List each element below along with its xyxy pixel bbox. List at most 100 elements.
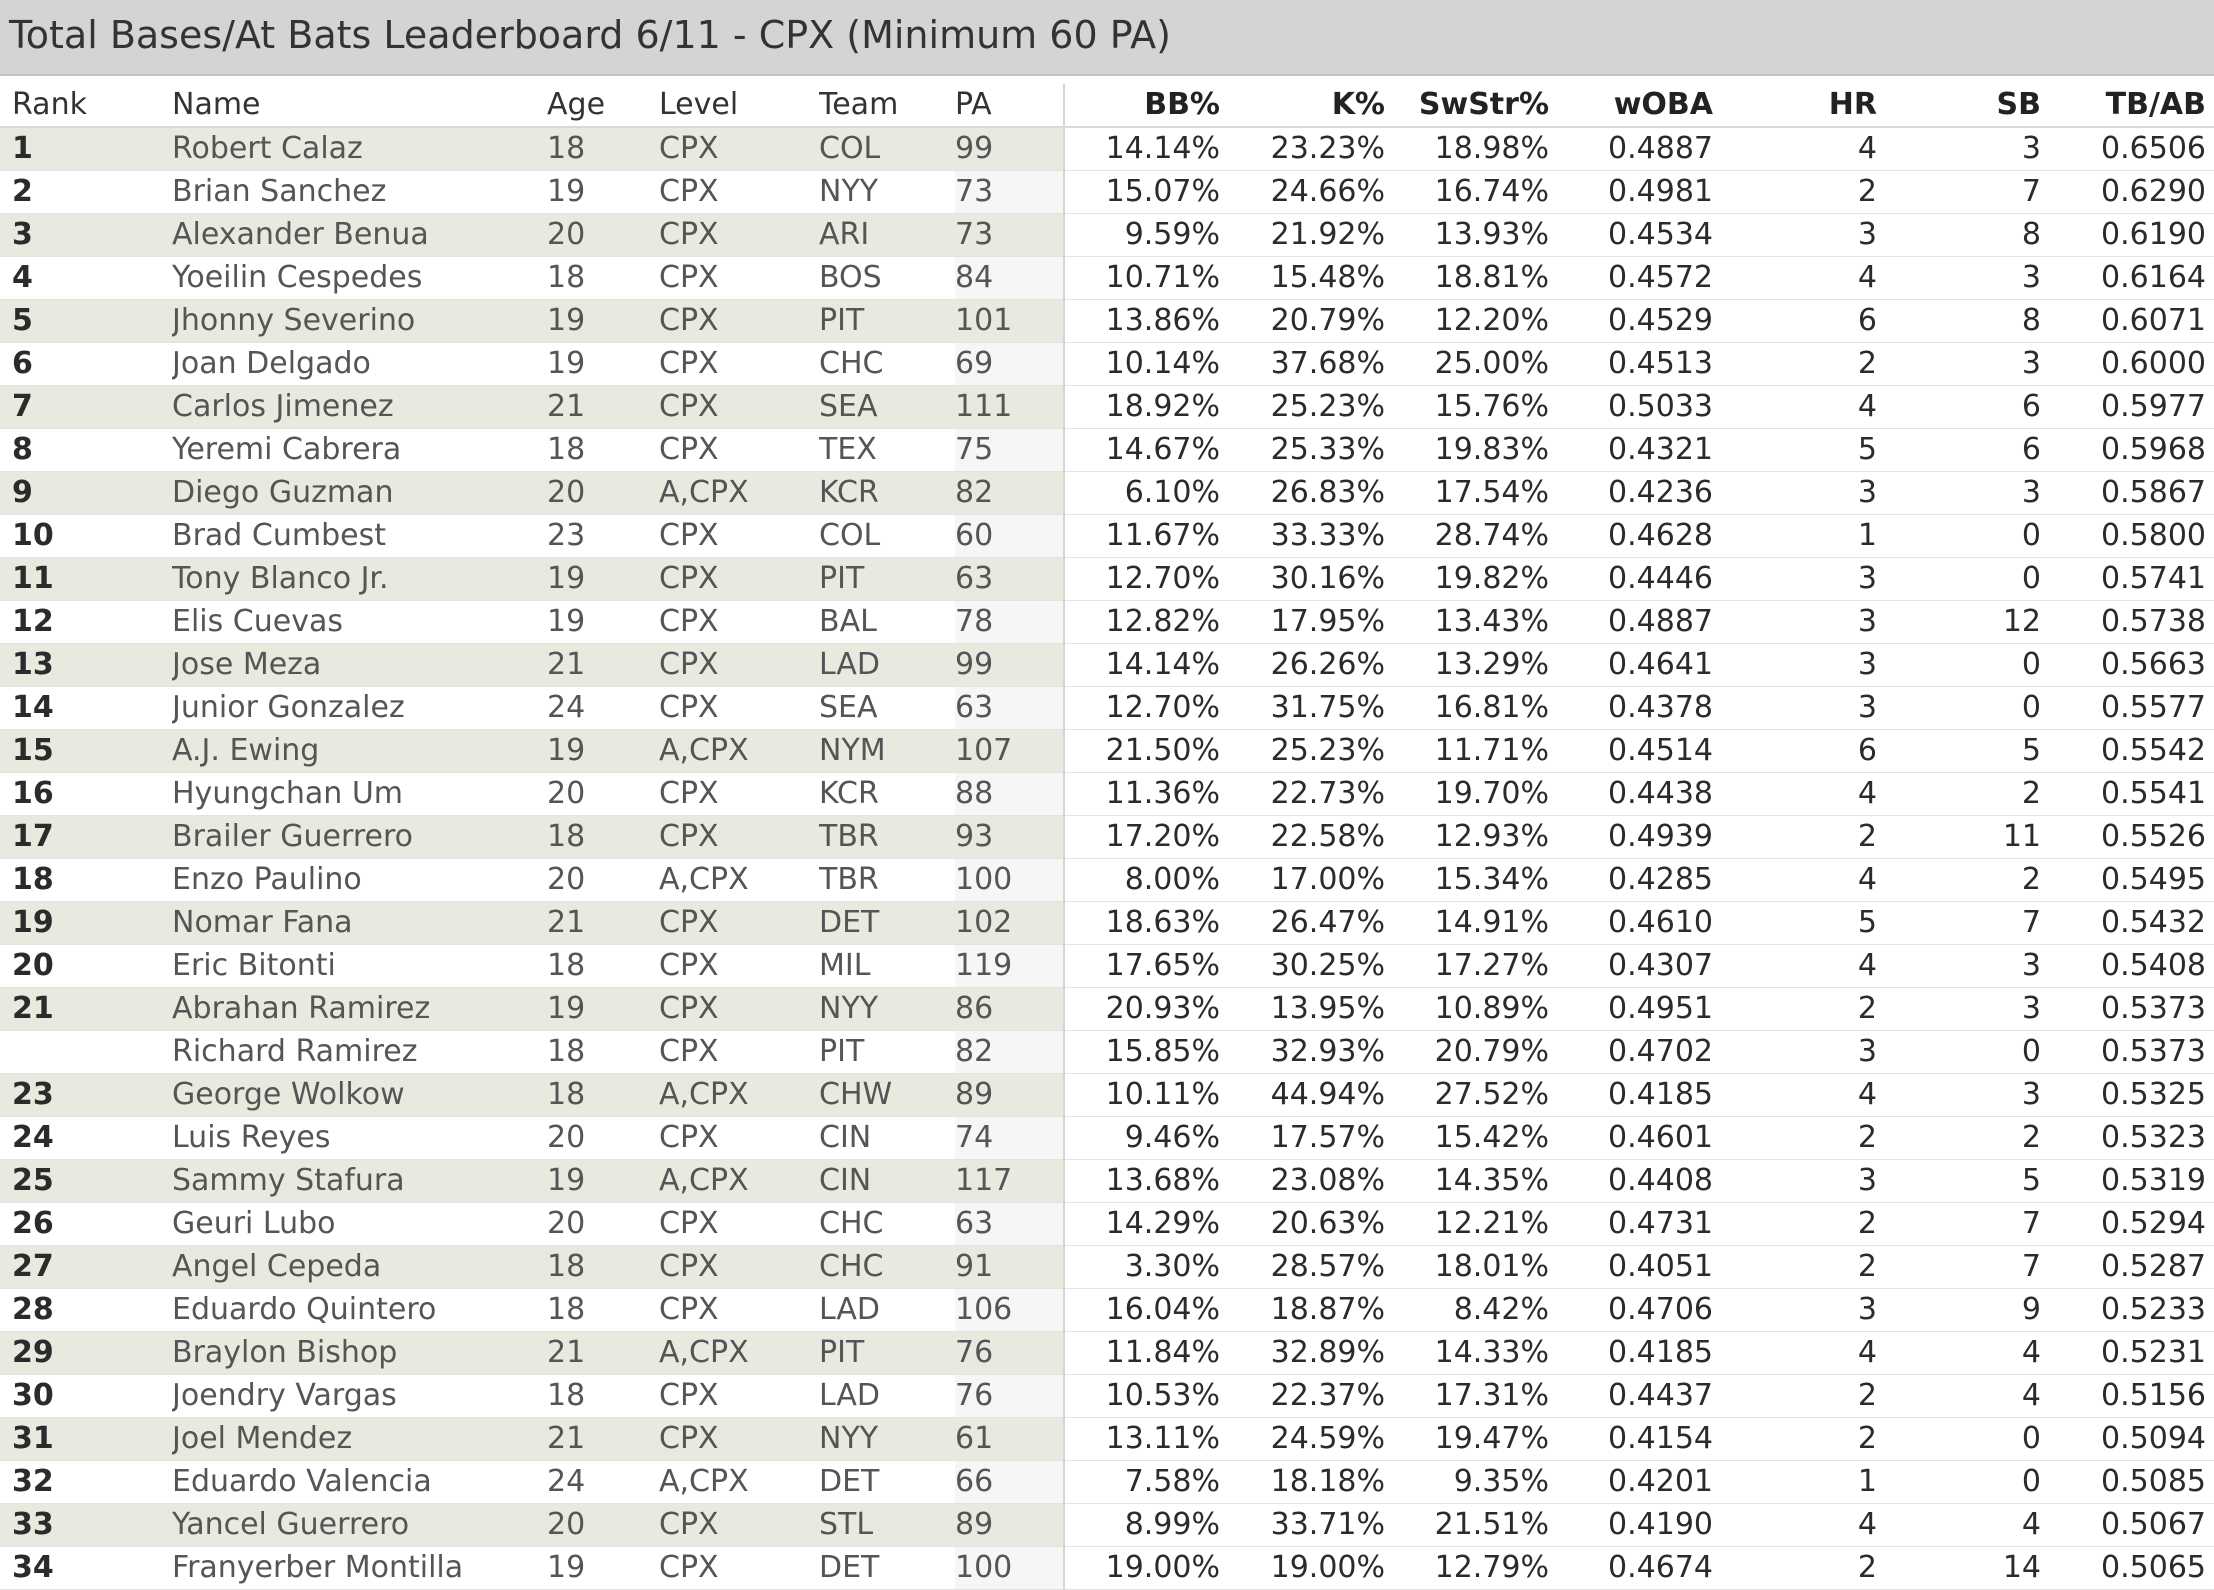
- cell-sb: 2: [1885, 858, 2049, 902]
- cell-hr: 2: [1721, 1202, 1885, 1246]
- table-row[interactable]: 14 Junior Gonzalez 24 CPX SEA 63 12.70% 31.75% 1…: [0, 686, 2214, 730]
- cell-team: PIT: [819, 1331, 955, 1375]
- cell-team: PIT: [819, 1030, 955, 1074]
- col-header-bb[interactable]: BB%: [1063, 84, 1228, 128]
- cell-level: CPX: [659, 514, 819, 558]
- cell-woba: 0.4939: [1557, 815, 1721, 859]
- col-header-swstr[interactable]: SwStr%: [1393, 84, 1557, 128]
- table-row[interactable]: 11 Tony Blanco Jr. 19 CPX PIT 63 12.70% 30.16% 1…: [0, 557, 2214, 601]
- col-header-hr[interactable]: HR: [1721, 84, 1885, 128]
- table-row[interactable]: 16 Hyungchan Um 20 CPX KCR 88 11.36% 22.73% 19.7…: [0, 772, 2214, 816]
- col-header-team[interactable]: Team: [819, 84, 955, 128]
- cell-name: Abrahan Ramirez: [172, 987, 547, 1031]
- table-row[interactable]: 23 George Wolkow 18 A,CPX CHW 89 10.11% 44.94% 2…: [0, 1073, 2214, 1117]
- table-row[interactable]: 31 Joel Mendez 21 CPX NYY 61 13.11% 24.59% 19.47…: [0, 1417, 2214, 1461]
- cell-rank: 14: [0, 686, 172, 730]
- table-row[interactable]: 12 Elis Cuevas 19 CPX BAL 78 12.82% 17.95% 13.43…: [0, 600, 2214, 644]
- cell-hr: 2: [1721, 1546, 1885, 1590]
- cell-swstr-pct: 25.00%: [1393, 342, 1557, 386]
- cell-k-pct: 26.26%: [1228, 643, 1393, 687]
- cell-pa: 63: [955, 557, 1064, 601]
- cell-pa: 63: [955, 1202, 1064, 1246]
- table-row[interactable]: 17 Brailer Guerrero 18 CPX TBR 93 17.20% 22.58%…: [0, 815, 2214, 859]
- cell-name: Jhonny Severino: [172, 299, 547, 343]
- cell-rank: 3: [0, 213, 172, 257]
- col-header-tbab[interactable]: TB/AB: [2049, 84, 2214, 128]
- cell-swstr-pct: 19.82%: [1393, 557, 1557, 601]
- table-row[interactable]: 8 Yeremi Cabrera 18 CPX TEX 75 14.67% 25.33% 19.…: [0, 428, 2214, 472]
- cell-team: STL: [819, 1503, 955, 1547]
- table-row[interactable]: 7 Carlos Jimenez 21 CPX SEA 111 18.92% 25.23% 15…: [0, 385, 2214, 429]
- cell-rank: 7: [0, 385, 172, 429]
- cell-age: 21: [547, 643, 659, 687]
- cell-woba: 0.4285: [1557, 858, 1721, 902]
- table-row[interactable]: 34 Franyerber Montilla 19 CPX DET 100 19.00% 19…: [0, 1546, 2214, 1590]
- cell-rank: 33: [0, 1503, 172, 1547]
- table-row[interactable]: 1 Robert Calaz 18 CPX COL 99 14.14% 23.23% 18.98…: [0, 127, 2214, 171]
- col-header-level[interactable]: Level: [659, 84, 819, 128]
- cell-swstr-pct: 19.83%: [1393, 428, 1557, 472]
- cell-level: CPX: [659, 686, 819, 730]
- table-row[interactable]: 20 Eric Bitonti 18 CPX MIL 119 17.65% 30.25% 17.…: [0, 944, 2214, 988]
- cell-k-pct: 23.08%: [1228, 1159, 1393, 1203]
- table-row[interactable]: 18 Enzo Paulino 20 A,CPX TBR 100 8.00% 17.00% 15…: [0, 858, 2214, 902]
- table-row[interactable]: 29 Braylon Bishop 21 A,CPX PIT 76 11.84% 32.89%…: [0, 1331, 2214, 1375]
- leaderboard-table: Rank Name Age Level Team PA BB% K% SwStr…: [0, 84, 2214, 1590]
- cell-level: CPX: [659, 213, 819, 257]
- cell-swstr-pct: 14.91%: [1393, 901, 1557, 945]
- table-row[interactable]: 21 Abrahan Ramirez 19 CPX NYY 86 20.93% 13.95% 1…: [0, 987, 2214, 1031]
- cell-name: Carlos Jimenez: [172, 385, 547, 429]
- col-header-pa[interactable]: PA: [955, 84, 1064, 128]
- table-row[interactable]: 2 Brian Sanchez 19 CPX NYY 73 15.07% 24.66% 16.7…: [0, 170, 2214, 214]
- cell-age: 18: [547, 815, 659, 859]
- table-row[interactable]: 10 Brad Cumbest 23 CPX COL 60 11.67% 33.33% 28.7…: [0, 514, 2214, 558]
- table-row[interactable]: 28 Eduardo Quintero 18 CPX LAD 106 16.04% 18.87…: [0, 1288, 2214, 1332]
- cell-name: Tony Blanco Jr.: [172, 557, 547, 601]
- table-row[interactable]: Richard Ramirez 18 CPX PIT 82 15.85% 32.93% 20.…: [0, 1030, 2214, 1074]
- cell-tb-ab: 0.5373: [2049, 987, 2214, 1031]
- cell-woba: 0.4628: [1557, 514, 1721, 558]
- cell-swstr-pct: 28.74%: [1393, 514, 1557, 558]
- table-row[interactable]: 9 Diego Guzman 20 A,CPX KCR 82 6.10% 26.83% 17.5…: [0, 471, 2214, 515]
- cell-level: CPX: [659, 428, 819, 472]
- cell-k-pct: 31.75%: [1228, 686, 1393, 730]
- col-header-sb[interactable]: SB: [1885, 84, 2049, 128]
- table-row[interactable]: 27 Angel Cepeda 18 CPX CHC 91 3.30% 28.57% 18.01…: [0, 1245, 2214, 1289]
- cell-sb: 0: [1885, 1030, 2049, 1074]
- cell-age: 19: [547, 1159, 659, 1203]
- table-row[interactable]: 13 Jose Meza 21 CPX LAD 99 14.14% 26.26% 13.29% 0…: [0, 643, 2214, 687]
- table-row[interactable]: 6 Joan Delgado 19 CPX CHC 69 10.14% 37.68% 25.00…: [0, 342, 2214, 386]
- cell-pa: 84: [955, 256, 1064, 300]
- table-row[interactable]: 26 Geuri Lubo 20 CPX CHC 63 14.29% 20.63% 12.21%…: [0, 1202, 2214, 1246]
- table-row[interactable]: 5 Jhonny Severino 19 CPX PIT 101 13.86% 20.79% 1…: [0, 299, 2214, 343]
- col-header-woba[interactable]: wOBA: [1557, 84, 1721, 128]
- table-row[interactable]: 4 Yoeilin Cespedes 18 CPX BOS 84 10.71% 15.48% 1…: [0, 256, 2214, 300]
- table-row[interactable]: 19 Nomar Fana 21 CPX DET 102 18.63% 26.47% 14.91…: [0, 901, 2214, 945]
- table-row[interactable]: 33 Yancel Guerrero 20 CPX STL 89 8.99% 33.71% 21…: [0, 1503, 2214, 1547]
- cell-swstr-pct: 17.31%: [1393, 1374, 1557, 1418]
- table-row[interactable]: 25 Sammy Stafura 19 A,CPX CIN 117 13.68% 23.08%…: [0, 1159, 2214, 1203]
- table-row[interactable]: 24 Luis Reyes 20 CPX CIN 74 9.46% 17.57% 15.42% 0…: [0, 1116, 2214, 1160]
- cell-swstr-pct: 10.89%: [1393, 987, 1557, 1031]
- cell-name: Robert Calaz: [172, 127, 547, 171]
- cell-bb-pct: 13.11%: [1063, 1417, 1228, 1461]
- col-header-age[interactable]: Age: [547, 84, 659, 128]
- cell-age: 20: [547, 213, 659, 257]
- cell-swstr-pct: 9.35%: [1393, 1460, 1557, 1504]
- cell-age: 21: [547, 385, 659, 429]
- cell-team: DET: [819, 901, 955, 945]
- table-row[interactable]: 32 Eduardo Valencia 24 A,CPX DET 66 7.58% 18.18…: [0, 1460, 2214, 1504]
- col-header-rank[interactable]: Rank: [0, 84, 172, 128]
- cell-pa: 73: [955, 170, 1064, 214]
- table-row[interactable]: 15 A.J. Ewing 19 A,CPX NYM 107 21.50% 25.23% 11.…: [0, 729, 2214, 773]
- cell-tb-ab: 0.5542: [2049, 729, 2214, 773]
- col-header-k[interactable]: K%: [1228, 84, 1393, 128]
- cell-team: BAL: [819, 600, 955, 644]
- cell-level: CPX: [659, 256, 819, 300]
- table-row[interactable]: 30 Joendry Vargas 18 CPX LAD 76 10.53% 22.37% 17…: [0, 1374, 2214, 1418]
- cell-hr: 2: [1721, 987, 1885, 1031]
- table-row[interactable]: 3 Alexander Benua 20 CPX ARI 73 9.59% 21.92% 13.…: [0, 213, 2214, 257]
- cell-swstr-pct: 18.98%: [1393, 127, 1557, 171]
- cell-k-pct: 30.25%: [1228, 944, 1393, 988]
- col-header-name[interactable]: Name: [172, 84, 547, 128]
